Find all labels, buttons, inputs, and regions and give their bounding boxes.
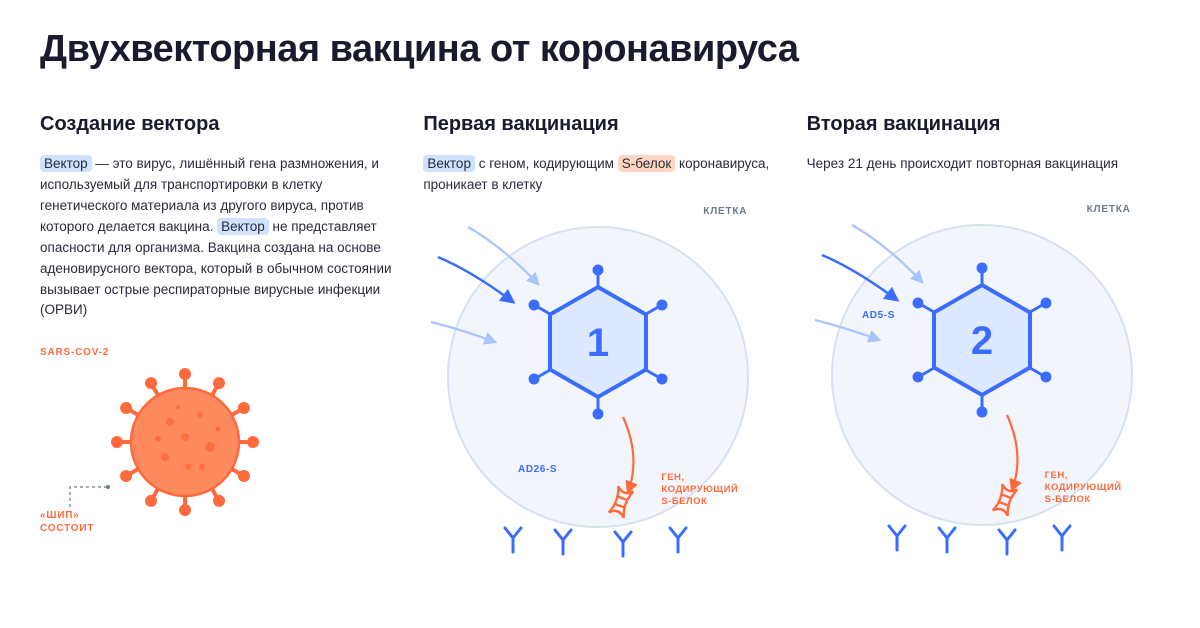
vector-number-2: 2: [971, 319, 993, 363]
gene-l3-2: S-БЕЛОК: [1045, 494, 1091, 505]
gene-label-2: ГЕН, КОДИРУЮЩИЙ S-БЕЛОК: [1045, 470, 1122, 506]
highlight-vector-3: Вектор: [423, 155, 475, 172]
cell-label-2: КЛЕТКА: [1087, 204, 1131, 215]
highlight-vector-2: Вектор: [217, 218, 269, 235]
cell-svg-1: 1 AD26-S: [423, 202, 753, 562]
columns: Создание вектора Вектор — это вирус, лиш…: [40, 113, 1160, 562]
col2-heading: Первая вакцинация: [423, 113, 776, 136]
gene-l2-1: КОДИРУЮЩИЙ: [661, 484, 738, 495]
gene-l1-1: ГЕН,: [661, 472, 684, 483]
sars-illustration: SARS-COV-2: [40, 347, 393, 547]
gene-l3-1: S-БЕЛОК: [661, 496, 707, 507]
cell-label-1: КЛЕТКА: [703, 206, 747, 217]
spike-label-l2: СОСТОИТ: [40, 523, 94, 534]
highlight-sprotein-1: S-белок: [618, 155, 676, 172]
spike-label-l1: «ШИП»: [40, 510, 80, 521]
col3-body: Через 21 день происходит повторная вакци…: [807, 154, 1160, 175]
spike-label: «ШИП» СОСТОИТ: [40, 509, 94, 535]
sars-label: SARS-COV-2: [40, 347, 109, 358]
col-second-vaccination: Вторая вакцинация Через 21 день происход…: [807, 113, 1160, 562]
vector-label-2: AD5-S: [862, 310, 895, 321]
vector-label-1: AD26-S: [518, 464, 557, 475]
highlight-vector-1: Вектор: [40, 155, 92, 172]
col1-body: Вектор — это вирус, лишённый гена размно…: [40, 154, 393, 321]
page-title: Двухвекторная вакцина от коронавируса: [40, 28, 1160, 71]
gene-l1-2: ГЕН,: [1045, 470, 1068, 481]
col2-body: Вектор с геном, кодирующим S-белок корон…: [423, 154, 776, 196]
gene-l2-2: КОДИРУЮЩИЙ: [1045, 482, 1122, 493]
cell-diagram-2: КЛЕТКА 2 A: [807, 200, 1137, 560]
col-vector-creation: Создание вектора Вектор — это вирус, лиш…: [40, 113, 393, 562]
coronavirus-icon: [110, 367, 260, 517]
cell-svg-2: 2 AD5-S: [807, 200, 1137, 560]
vector-number-1: 1: [587, 321, 609, 365]
col-first-vaccination: Первая вакцинация Вектор с геном, кодиру…: [423, 113, 776, 562]
col2-text-a: с геном, кодирующим: [475, 156, 618, 171]
cell-diagram-1: КЛЕТКА: [423, 202, 753, 562]
gene-label-1: ГЕН, КОДИРУЮЩИЙ S-БЕЛОК: [661, 472, 738, 508]
col1-heading: Создание вектора: [40, 113, 393, 136]
col3-heading: Вторая вакцинация: [807, 113, 1160, 136]
